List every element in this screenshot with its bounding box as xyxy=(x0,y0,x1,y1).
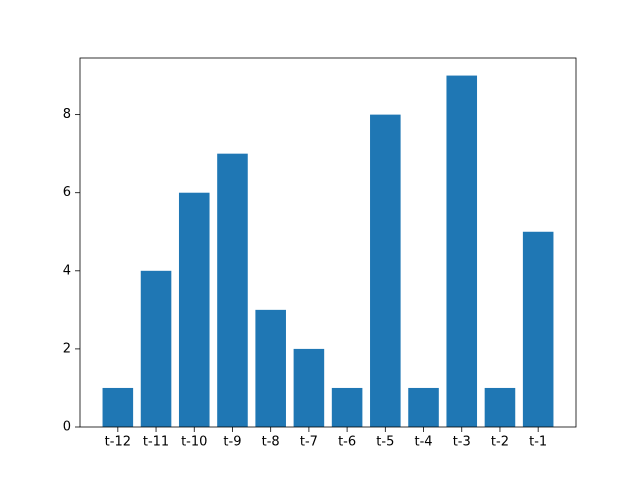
bar xyxy=(484,387,516,427)
bar xyxy=(217,153,248,427)
bar xyxy=(331,387,363,427)
bar xyxy=(370,114,401,427)
x-tick-label: t-2 xyxy=(491,435,509,450)
bar xyxy=(178,192,210,427)
x-tick-label: t-1 xyxy=(529,435,547,450)
x-tick-label: t-5 xyxy=(376,435,394,450)
x-tick-label: t-7 xyxy=(300,435,318,450)
x-tick-label: t-11 xyxy=(143,435,169,450)
bar xyxy=(522,231,554,427)
x-tick-label: t-8 xyxy=(262,435,280,450)
x-tick-label: t-9 xyxy=(223,435,241,450)
x-tick-label: t-12 xyxy=(105,435,131,450)
x-tick-label: t-6 xyxy=(338,435,356,450)
bar xyxy=(102,387,134,427)
y-tick-label: 4 xyxy=(63,263,71,278)
bar xyxy=(255,309,286,427)
x-tick-label: t-3 xyxy=(453,435,471,450)
x-tick-label: t-10 xyxy=(181,435,207,450)
plot-frame xyxy=(79,57,577,428)
y-tick-label: 0 xyxy=(63,420,71,435)
y-tick-label: 6 xyxy=(63,185,71,200)
x-tick-label: t-4 xyxy=(415,435,433,450)
bar xyxy=(446,75,478,428)
y-tick-label: 2 xyxy=(63,341,71,356)
bar xyxy=(293,348,325,427)
bar xyxy=(140,270,172,427)
y-tick-label: 8 xyxy=(63,107,71,122)
bar xyxy=(408,387,439,427)
